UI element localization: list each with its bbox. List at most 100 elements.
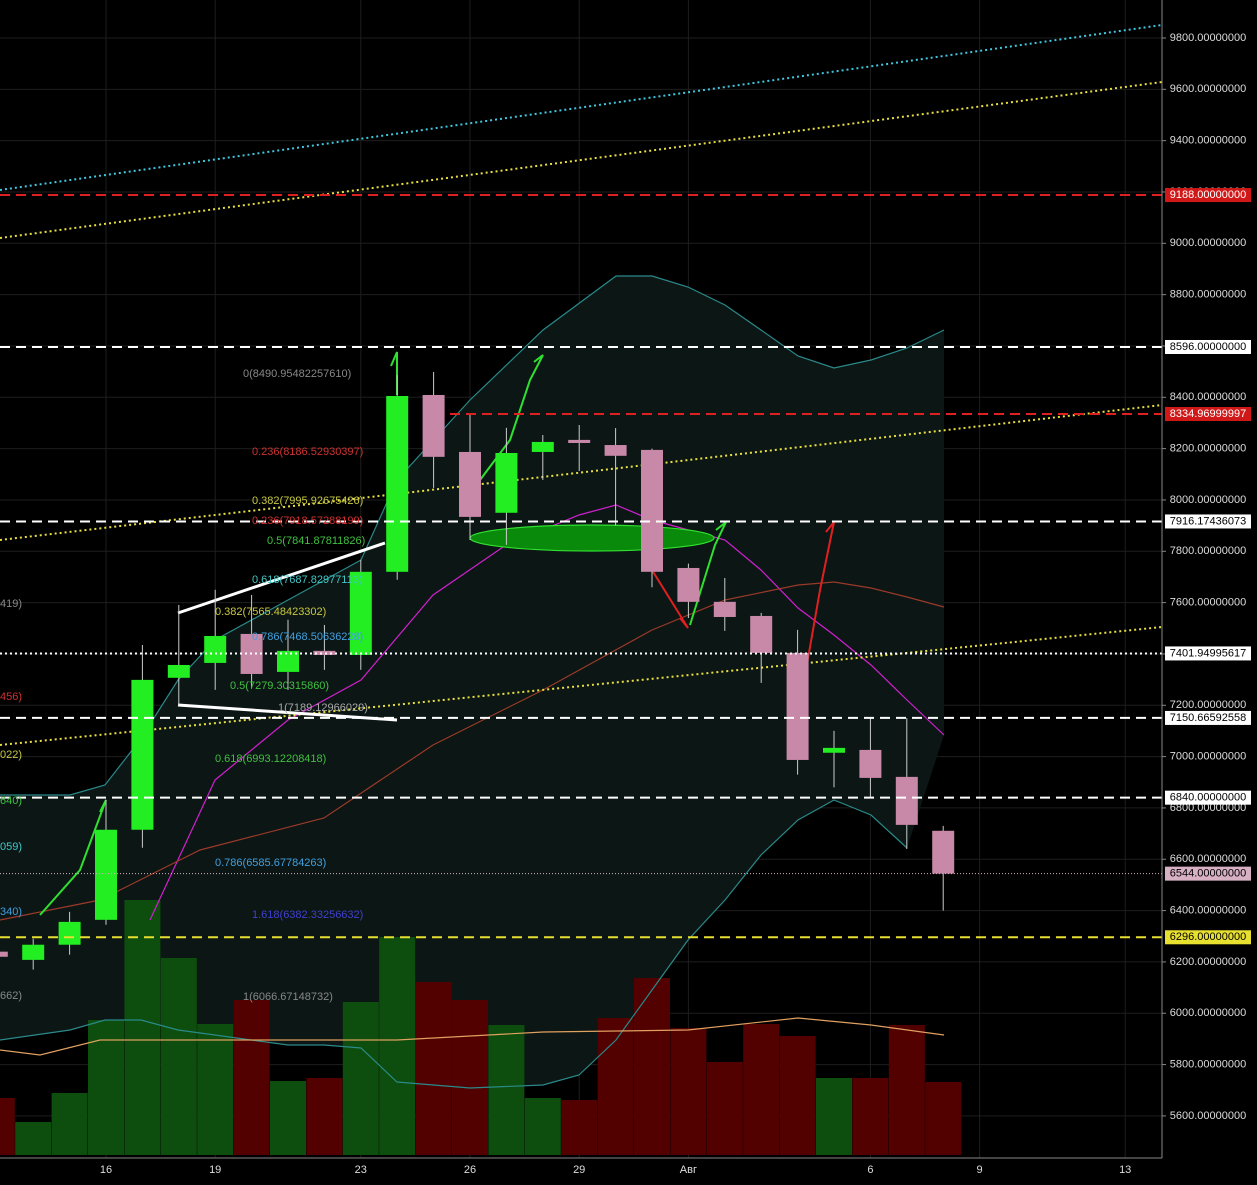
volume-bar (634, 978, 670, 1155)
fib-label: 0(8490.95482257610) (243, 368, 351, 380)
fib-label: 340) (0, 906, 22, 918)
candle-body (58, 921, 81, 945)
candle-body (349, 571, 372, 655)
moving-average (149, 504, 945, 921)
candle-body (932, 830, 955, 874)
fib-label: 0.5(7841.87811826) (267, 535, 365, 547)
volume-bar (925, 1082, 962, 1155)
level-label: 6296.00000000 (1170, 931, 1246, 943)
arrow (39, 799, 107, 916)
candle-body (786, 652, 809, 760)
fib-label: 1(7189.12966029) (278, 702, 368, 714)
x-tick-label: 9 (977, 1164, 983, 1176)
x-tick-label: 26 (464, 1164, 476, 1176)
candle-body (823, 747, 845, 753)
volume-bar (816, 1078, 852, 1155)
candle-body (277, 650, 299, 672)
level-label-box (1165, 646, 1251, 661)
fib-label: 0.786(6585.67784263) (215, 857, 326, 869)
trend-line (0, 81, 1163, 239)
volume-bar (306, 1078, 343, 1155)
candle-body (22, 944, 45, 960)
level-label: 6840.00000000 (1170, 792, 1246, 804)
volume-bar (415, 982, 452, 1155)
y-tick-label: 9400.00000000 (1170, 135, 1246, 147)
y-tick-label: 6200.00000000 (1170, 956, 1246, 968)
y-tick-label: 6400.00000000 (1170, 904, 1246, 916)
candle-body (313, 650, 336, 655)
y-tick-label: 8000.00000000 (1170, 494, 1246, 506)
volume-bar (160, 958, 197, 1155)
fib-label: 456) (0, 691, 22, 703)
candle-body (167, 664, 190, 678)
volume-bar (197, 1024, 234, 1155)
fib-label: 0.786(7468.50636228) (252, 631, 363, 643)
volume-bar (743, 1024, 780, 1155)
x-tick-label: 13 (1119, 1164, 1131, 1176)
volume-bar (342, 1002, 379, 1155)
x-tick-label: 19 (209, 1164, 221, 1176)
fib-label: 0.382(7565.48423302) (215, 606, 326, 618)
y-tick-label: 9600.00000000 (1170, 83, 1246, 95)
wedge-line (177, 541, 386, 615)
y-tick-label: 6800.00000000 (1170, 802, 1246, 814)
fib-label: 662) (0, 990, 22, 1002)
volume-bar (452, 1000, 488, 1155)
x-tick-label: 29 (573, 1164, 585, 1176)
candle-body (641, 449, 663, 572)
level-label: 8334.96999997 (1170, 408, 1246, 420)
fib-label: 0.5(7279.30315860) (230, 680, 329, 692)
candle-body (422, 394, 445, 457)
bollinger-lower (0, 799, 908, 1089)
level-label-box (1165, 188, 1251, 203)
y-tick-label: 5600.00000000 (1170, 1110, 1246, 1122)
volume-bar (852, 1078, 889, 1155)
fib-label: 0.382(7995.92675426) (252, 495, 363, 507)
volume-bar (597, 1018, 634, 1155)
candle-body (131, 679, 154, 830)
volume-bar (670, 1028, 707, 1155)
level-label-box (1165, 406, 1251, 421)
candle-body (677, 567, 700, 602)
level-label-box (1165, 710, 1251, 725)
candle-body (0, 951, 8, 957)
y-tick-label: 8400.00000000 (1170, 391, 1246, 403)
fib-label: 022) (0, 749, 22, 761)
fib-label: 640) (0, 795, 22, 807)
y-tick-label: 8200.00000000 (1170, 443, 1246, 455)
fib-label: 0.618(6993.12208418) (215, 753, 326, 765)
y-tick-label: 9000.00000000 (1170, 237, 1246, 249)
candle-body (495, 452, 518, 513)
level-label: 6544.00000000 (1170, 868, 1246, 880)
volume-average (0, 1017, 945, 1056)
candle-body (713, 601, 736, 617)
levels (0, 194, 1162, 939)
level-label-box (1165, 790, 1251, 805)
volume-bar (524, 1098, 561, 1155)
volume-bar (706, 1062, 743, 1155)
x-tick-label: 23 (355, 1164, 367, 1176)
candle-body (895, 776, 918, 825)
candle-body (459, 451, 481, 517)
arrow (805, 521, 835, 671)
volume-bar (379, 937, 416, 1155)
candle-body (568, 439, 591, 443)
volume-bar (561, 1100, 598, 1155)
candle-body (750, 615, 773, 653)
volume-bar (779, 1036, 816, 1155)
annotations: 0(8490.95482257610) 0.236(8186.52930397) 0… (0, 368, 368, 1003)
level-label: 7150.66592558 (1170, 712, 1246, 724)
volume-bar (888, 1025, 925, 1155)
trend-line (0, 24, 1163, 191)
fib-label: 419) (0, 598, 22, 610)
candle-body (204, 635, 227, 663)
bollinger-fill (0, 276, 944, 1088)
candle-body (604, 445, 627, 456)
fib-label: 1(6066.67148732) (243, 991, 333, 1003)
y-tick-label: 7600.00000000 (1170, 597, 1246, 609)
level-label-box (1165, 930, 1251, 945)
volume-bar (15, 1122, 52, 1155)
volume-bar (488, 1025, 525, 1155)
level-label-box (1165, 339, 1251, 354)
